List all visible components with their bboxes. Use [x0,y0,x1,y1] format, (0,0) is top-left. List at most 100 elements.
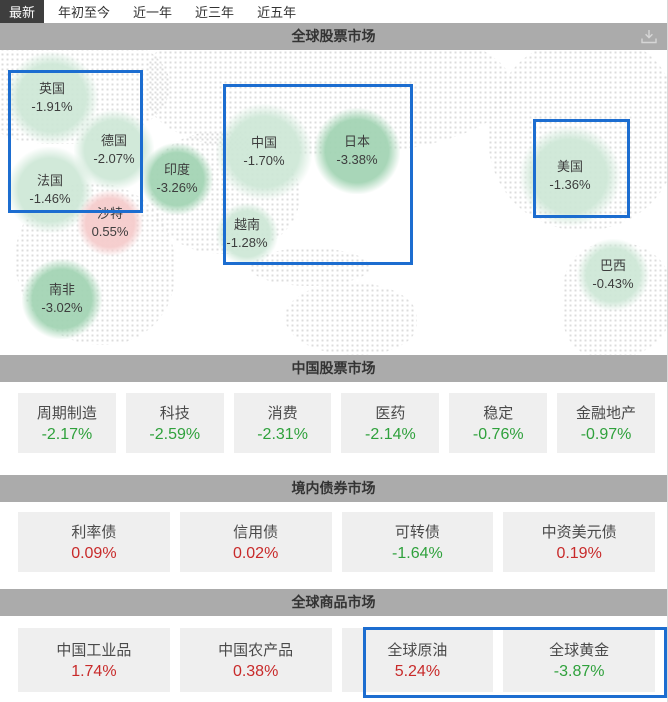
bubble-country-name: 德国 [100,133,127,149]
card-value: 0.38% [232,663,279,680]
bubble-country-name: 日本 [343,134,370,150]
market-card[interactable]: 消费 -2.31% [233,393,332,453]
market-card[interactable]: 中资美元债 0.19% [503,512,655,572]
period-tab[interactable]: 近一年 [124,0,181,23]
market-bubble[interactable]: 越南 -1.28% [216,203,278,265]
card-value: 5.24% [394,663,441,680]
period-tab-label: 近三年 [195,5,235,20]
period-tab[interactable]: 近五年 [248,0,305,23]
cards-row: 周期制造 -2.17% 科技 -2.59% 消费 -2.31% 医药 -2.14… [0,393,667,453]
bubble-country-name: 中国 [250,135,277,151]
card-sections: 中国股票市场 周期制造 -2.17% 科技 -2.59% 消费 -2.31% 医… [0,355,667,692]
card-name: 信用债 [233,524,279,541]
market-card[interactable]: 利率债 0.09% [18,512,170,572]
card-value: 0.19% [556,545,602,562]
period-tab-label: 年初至今 [58,5,111,20]
card-name: 中国工业品 [56,642,132,659]
bubble-return-value: 0.55% [91,224,129,239]
section-header: 境内债券市场 [0,475,667,502]
bubble-return-value: -1.46% [29,191,71,206]
bubble-country-name: 美国 [556,159,583,175]
card-value: 0.09% [71,545,117,562]
cards-row: 中国工业品 1.74% 中国农产品 0.38% 全球原油 5.24% 全球黄金 … [0,628,667,692]
market-card[interactable]: 科技 -2.59% [125,393,224,453]
cards-row: 利率债 0.09% 信用债 0.02% 可转债 -1.64% 中资美元债 0.1… [0,512,667,572]
section-title: 中国股票市场 [291,360,376,376]
bubble-return-value: -3.02% [41,300,83,315]
card-value: -1.64% [392,545,443,562]
bubble-return-value: -1.36% [549,177,591,192]
market-section: 全球商品市场 中国工业品 1.74% 中国农产品 0.38% 全球原油 5.24… [0,589,667,692]
card-name: 金融地产 [576,405,637,422]
card-name: 消费 [267,405,298,422]
card-value: -2.59% [149,426,201,443]
card-value: -0.76% [472,426,524,443]
global-stocks-title: 全球股票市场 [291,28,376,44]
period-tab[interactable]: 年初至今 [49,0,119,23]
market-card[interactable]: 医药 -2.14% [341,393,440,453]
world-map: 英国 -1.91% 德国 -2.07% 法国 -1.46% 印度 -3.26% … [0,50,667,355]
bubble-country-name: 英国 [38,81,65,97]
section-title: 境内债券市场 [291,480,376,496]
section-title: 全球商品市场 [291,594,376,610]
market-bubble[interactable]: 日本 -3.38% [314,108,400,194]
global-stocks-header: 全球股票市场 [0,23,667,50]
bubble-country-name: 法国 [36,173,63,189]
bubble-return-value: -1.91% [31,99,73,114]
card-value: -0.97% [580,426,632,443]
market-bubble[interactable]: 美国 -1.36% [520,126,620,226]
card-name: 医药 [375,405,406,422]
period-tab[interactable]: 近三年 [186,0,243,23]
download-icon[interactable] [640,29,658,45]
market-bubble[interactable]: 沙特 0.55% [77,190,143,256]
card-name: 科技 [159,405,190,422]
market-card[interactable]: 金融地产 -0.97% [557,393,655,453]
period-tab-label: 近五年 [257,5,297,20]
card-name: 全球黄金 [549,642,610,659]
section-header: 中国股票市场 [0,355,667,382]
card-value: 1.74% [71,663,117,680]
market-bubble[interactable]: 巴西 -0.43% [577,239,649,311]
bubble-return-value: -1.28% [226,235,268,250]
card-value: 0.02% [232,545,279,562]
bubble-return-value: -1.70% [243,153,285,168]
bubble-country-name: 巴西 [599,258,626,274]
market-card[interactable]: 稳定 -0.76% [449,393,548,453]
bubble-return-value: -3.38% [336,152,378,167]
period-tab[interactable]: 最新 [0,0,45,23]
market-card[interactable]: 周期制造 -2.17% [18,393,116,453]
card-value: -3.87% [553,663,605,680]
bubble-return-value: -0.43% [592,276,634,291]
card-name: 全球原油 [387,642,448,659]
bubble-country-name: 印度 [163,162,190,178]
period-tab-label: 最新 [9,5,36,20]
card-name: 利率债 [71,524,117,541]
bubble-country-name: 南非 [48,282,75,298]
bubble-return-value: -2.07% [93,151,135,166]
card-name: 中资美元债 [541,524,617,541]
continent-blob [285,283,417,355]
card-name: 周期制造 [36,405,97,422]
period-tab-label: 近一年 [133,5,173,20]
bubble-country-name: 越南 [233,217,260,233]
period-tabbar: 最新 年初至今 近一年 近三年 近五年 [0,0,667,23]
card-name: 可转债 [394,524,440,541]
market-card[interactable]: 信用债 0.02% [179,512,332,572]
market-section: 境内债券市场 利率债 0.09% 信用债 0.02% 可转债 -1.64% 中资… [0,475,667,572]
market-card[interactable]: 中国工业品 1.74% [18,628,170,692]
market-card[interactable]: 全球原油 5.24% [341,628,494,692]
market-bubble[interactable]: 中国 -1.70% [216,104,312,200]
market-bubble[interactable]: 南非 -3.02% [22,259,102,339]
market-bubble[interactable]: 印度 -3.26% [141,143,213,215]
card-name: 稳定 [483,405,514,422]
card-value: -2.31% [257,426,308,443]
market-card[interactable]: 可转债 -1.64% [341,512,494,572]
section-header: 全球商品市场 [0,589,667,616]
card-name: 中国农产品 [218,642,294,659]
bubble-country-name: 沙特 [96,206,123,222]
market-card[interactable]: 全球黄金 -3.87% [503,628,655,692]
card-value: -2.14% [365,426,416,443]
bubble-return-value: -3.26% [156,180,198,195]
market-card[interactable]: 中国农产品 0.38% [179,628,332,692]
